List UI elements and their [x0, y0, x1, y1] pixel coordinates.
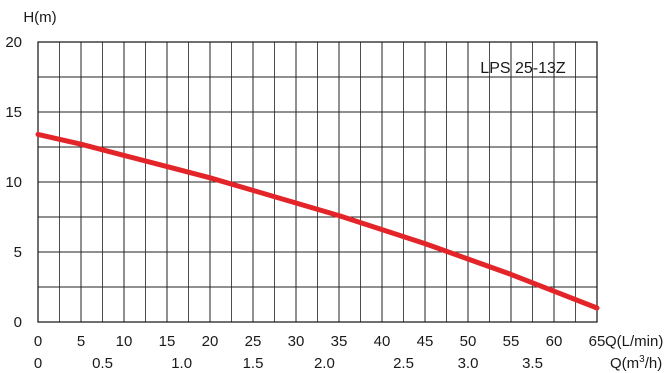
x2-tick-labels: 0 0.5 1.0 1.5 2.0 2.5 3.0 3.5	[34, 355, 543, 372]
x-tick-label: 15	[159, 333, 176, 350]
major-grid	[38, 42, 597, 322]
y-tick-label: 5	[14, 244, 22, 261]
x2-tick-label: 1.5	[243, 355, 264, 372]
y-tick-label: 15	[5, 104, 22, 121]
x-tick-label: 20	[202, 333, 219, 350]
y-tick-label: 10	[5, 174, 22, 191]
x-tick-label: 30	[288, 333, 305, 350]
x2-axis-label-exp: 3	[639, 354, 645, 365]
x2-tick-label: 0	[34, 355, 42, 372]
x-axis-label: Q(L/min)	[605, 333, 663, 350]
plot-frame	[37, 41, 598, 323]
x2-tick-label: 3.5	[522, 355, 543, 372]
x-tick-label: 45	[417, 333, 434, 350]
x2-axis-label-suffix: /h)	[645, 355, 663, 372]
x2-axis-label: Q(m3/h)	[610, 354, 662, 372]
x-tick-label: 5	[77, 333, 85, 350]
series-label: LPS 25-13Z	[480, 60, 566, 77]
x-tick-label: 65	[589, 333, 606, 350]
y-axis-label: H(m)	[23, 9, 56, 26]
x-tick-label: 40	[374, 333, 391, 350]
y-tick-label: 0	[14, 314, 22, 331]
x2-tick-label: 1.0	[171, 355, 192, 372]
x2-tick-label: 2.0	[314, 355, 335, 372]
x-tick-label: 60	[546, 333, 563, 350]
x-tick-label: 35	[331, 333, 348, 350]
x-tick-label: 0	[34, 333, 42, 350]
x-tick-labels: 0 5 10 15 20 25 30 35 40 45 50 55 60 65	[34, 333, 606, 350]
x2-tick-label: 0.5	[92, 355, 113, 372]
head-flow-curve	[35, 131, 600, 311]
x-tick-label: 25	[245, 333, 262, 350]
x-tick-label: 55	[503, 333, 520, 350]
x-tick-label: 10	[116, 333, 133, 350]
x2-tick-label: 3.0	[458, 355, 479, 372]
x-tick-label: 50	[460, 333, 477, 350]
x2-axis-label-prefix: Q(m	[610, 355, 639, 372]
y-tick-label: 20	[5, 34, 22, 51]
y-tick-labels: 0 5 10 15 20	[5, 34, 22, 331]
x2-tick-label: 2.5	[393, 355, 414, 372]
